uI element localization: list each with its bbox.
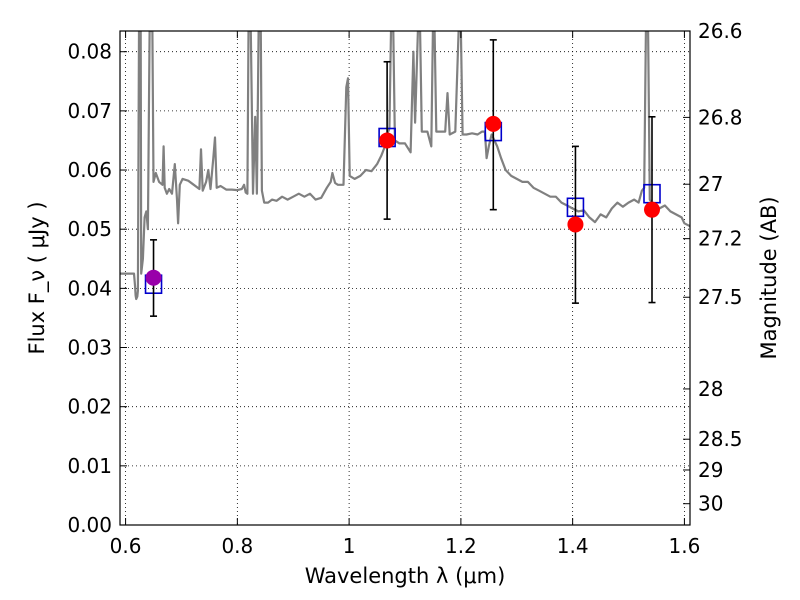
y-axis-label: Flux F_ν ( μJy ) (25, 201, 50, 354)
model-spectrum-line (120, 31, 690, 301)
y-tick-label: 0.02 (67, 395, 112, 419)
y-right-tick-label: 29 (698, 458, 723, 482)
y-tick-label: 0.01 (67, 454, 112, 478)
plot-frame (119, 30, 691, 526)
data-point-marker (145, 269, 162, 286)
y-right-tick-label: 28 (698, 377, 723, 401)
y-right-tick-label: 27 (698, 172, 723, 196)
y-right-tick-label: 26.8 (698, 105, 743, 129)
x-tick-label: 1.2 (445, 534, 477, 558)
x-tick-label: 0.6 (110, 534, 142, 558)
data-point-marker (485, 115, 502, 132)
axis-ticks: 0.6 0.8 1 1.2 1.4 1.6 0.00 0.01 0.02 0.03 0.04 0.05… (67, 19, 742, 558)
y-right-tick-label: 27.5 (698, 285, 743, 309)
y-right-tick-label: 28.5 (698, 427, 743, 451)
y-tick-label: 0.00 (67, 513, 112, 537)
y-axis-right-label: Magnitude (AB) (757, 196, 781, 359)
y-right-tick-label: 27.2 (698, 227, 743, 251)
series-group (120, 31, 690, 301)
y-tick-label: 0.08 (67, 40, 112, 64)
markers-group (144, 39, 661, 317)
y-right-tick-label: 30 (698, 492, 723, 516)
y-tick-label: 0.07 (67, 99, 112, 123)
x-axis-label: Wavelength λ (μm) (305, 564, 506, 588)
x-tick-label: 0.8 (221, 534, 253, 558)
plot-area (120, 31, 690, 301)
y-tick-label: 0.06 (67, 158, 112, 182)
y-tick-label: 0.05 (67, 217, 112, 241)
data-point-marker (644, 201, 660, 218)
x-tick-label: 1.4 (557, 534, 589, 558)
x-tick-label: 1 (343, 534, 356, 558)
data-point-marker (379, 132, 396, 149)
x-tick-label: 1.6 (669, 534, 701, 558)
y-tick-label: 0.04 (67, 276, 112, 300)
data-point-marker (567, 216, 584, 233)
y-right-tick-label: 26.6 (698, 19, 743, 43)
y-tick-label: 0.03 (67, 336, 112, 360)
